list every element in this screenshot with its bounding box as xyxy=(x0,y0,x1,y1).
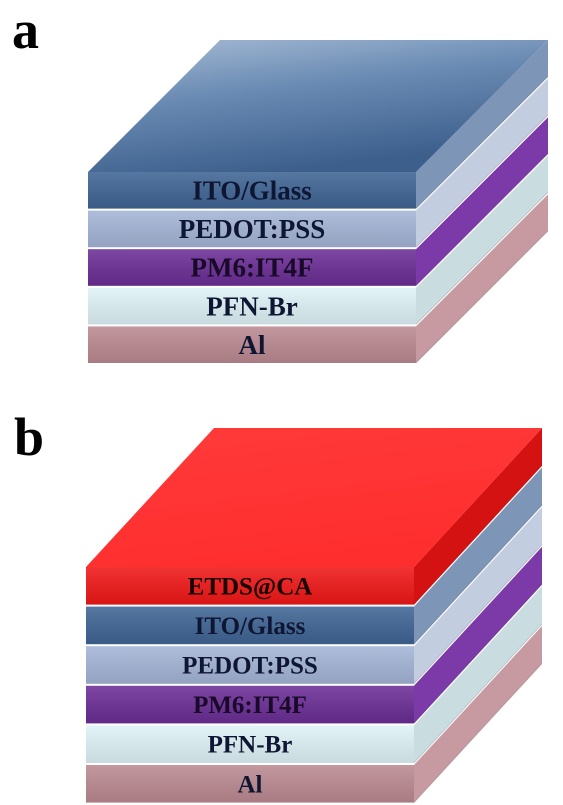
layer-side-face xyxy=(414,428,542,605)
layer-side-face xyxy=(416,78,548,248)
layer-label: PFN-Br xyxy=(208,732,293,759)
layer-side-face xyxy=(416,40,548,209)
layer: PFN-Br xyxy=(88,287,416,325)
layer-side-face xyxy=(414,546,542,724)
layer-side-face xyxy=(416,117,548,286)
layer-label: Al xyxy=(239,330,266,360)
layer: ITO/Glass xyxy=(88,172,416,209)
layer-side-face xyxy=(416,194,548,363)
layer-label: PEDOT:PSS xyxy=(182,653,318,680)
layer-side-face xyxy=(414,467,542,645)
layer-label: PEDOT:PSS xyxy=(179,214,326,244)
layer: PEDOT:PSS xyxy=(88,210,416,248)
layer: PFN-Br xyxy=(86,725,414,763)
layer-label: ITO/Glass xyxy=(192,175,312,205)
panel-a: a ITO/Glass PEDOT:PSS PM6:IT4F PFN-Br Al xyxy=(12,0,549,364)
layer-label: ETDS@CA xyxy=(188,573,313,600)
panel-b: b ETDS@CA ITO/Glass PEDOT:PSS PM6:IT4F PFN-Br… xyxy=(14,407,543,803)
layer: ITO/Glass xyxy=(86,606,414,645)
layer: ETDS@CA xyxy=(86,567,414,605)
stack-top-face xyxy=(88,40,548,172)
layer-label: PM6:IT4F xyxy=(193,692,307,719)
panel-letter: b xyxy=(14,407,44,467)
layer: Al xyxy=(88,326,416,363)
layer-label: Al xyxy=(238,771,263,798)
layer-side-face xyxy=(416,155,548,325)
layer-label: ITO/Glass xyxy=(195,613,306,640)
layer-label: PFN-Br xyxy=(206,291,297,321)
layer: PM6:IT4F xyxy=(88,249,416,286)
panel-letter: a xyxy=(12,0,39,60)
layer-label: PM6:IT4F xyxy=(191,253,314,283)
layer: Al xyxy=(86,765,414,803)
layer-side-face xyxy=(414,507,542,684)
stack-top-face xyxy=(86,428,542,567)
layer: PM6:IT4F xyxy=(86,685,414,724)
layer-side-face xyxy=(414,586,542,763)
layer: PEDOT:PSS xyxy=(86,646,414,684)
layer-side-face xyxy=(414,626,542,803)
